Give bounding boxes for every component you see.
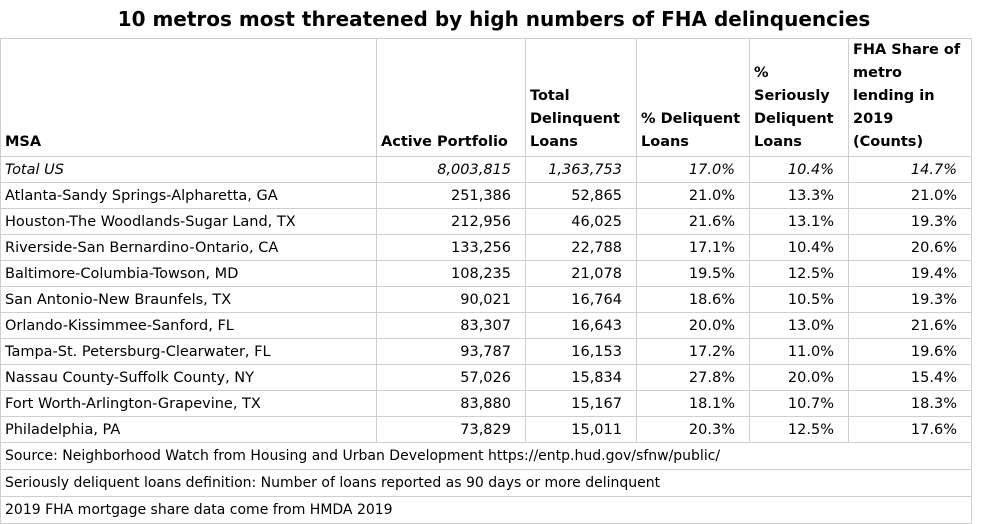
msa-name: Orlando-Kissimmee-Sanford, FL — [0, 312, 377, 339]
table-row: San Antonio-New Braunfels, TX 90,021 16,76… — [0, 286, 972, 313]
table-title: 10 metros most threatened by high number… — [117, 7, 871, 31]
header-pct-seriously-delinquent: % Seriously Deliquent Loans — [749, 38, 849, 157]
pct-delinquent: 20.0% — [636, 312, 750, 339]
fha-share: 15.4% — [848, 364, 972, 391]
active-portfolio: 133,256 — [376, 234, 526, 261]
fha-share: 19.6% — [848, 338, 972, 365]
total-delinquent: 22,788 — [525, 234, 637, 261]
pct-delinquent: 17.2% — [636, 338, 750, 365]
total-active-portfolio: 8,003,815 — [376, 156, 526, 183]
msa-name: Philadelphia, PA — [0, 416, 377, 443]
total-delinquent: 15,167 — [525, 390, 637, 417]
footnote: Source: Neighborhood Watch from Housing … — [0, 442, 972, 470]
total-label: Total US — [0, 156, 377, 183]
table-row: Fort Worth-Arlington-Grapevine, TX 83,880… — [0, 390, 972, 417]
total-pct-seriously: 10.4% — [749, 156, 849, 183]
table-row: Houston-The Woodlands-Sugar Land, TX 212,… — [0, 208, 972, 235]
msa-name: Riverside-San Bernardino-Ontario, CA — [0, 234, 377, 261]
pct-seriously-delinquent: 13.1% — [749, 208, 849, 235]
fha-share: 19.3% — [848, 286, 972, 313]
pct-delinquent: 20.3% — [636, 416, 750, 443]
active-portfolio: 90,021 — [376, 286, 526, 313]
total-pct-delinquent: 17.0% — [636, 156, 750, 183]
msa-name: Baltimore-Columbia-Towson, MD — [0, 260, 377, 287]
total-delinquent: 21,078 — [525, 260, 637, 287]
active-portfolio: 83,307 — [376, 312, 526, 339]
header-active-portfolio: Active Portfolio — [376, 38, 526, 157]
total-delinquent: 15,011 — [525, 416, 637, 443]
active-portfolio: 83,880 — [376, 390, 526, 417]
fha-delinquency-table: MSA Active Portfolio Total Delinquent Lo… — [0, 38, 972, 524]
table-row: Baltimore-Columbia-Towson, MD 108,235 21,0… — [0, 260, 972, 287]
fha-share: 20.6% — [848, 234, 972, 261]
pct-seriously-delinquent: 11.0% — [749, 338, 849, 365]
header-msa: MSA — [0, 38, 377, 157]
fha-share: 18.3% — [848, 390, 972, 417]
pct-delinquent: 21.6% — [636, 208, 750, 235]
msa-name: San Antonio-New Braunfels, TX — [0, 286, 377, 313]
total-fha-share: 14.7% — [848, 156, 972, 183]
active-portfolio: 73,829 — [376, 416, 526, 443]
total-delinquent: 46,025 — [525, 208, 637, 235]
pct-seriously-delinquent: 20.0% — [749, 364, 849, 391]
fha-share: 17.6% — [848, 416, 972, 443]
pct-seriously-delinquent: 12.5% — [749, 260, 849, 287]
total-delinquent: 16,643 — [525, 312, 637, 339]
total-delinquent: 1,363,753 — [525, 156, 637, 183]
footnote: 2019 FHA mortgage share data come from H… — [0, 496, 972, 524]
footnote-row: Source: Neighborhood Watch from Housing … — [0, 442, 972, 470]
active-portfolio: 108,235 — [376, 260, 526, 287]
msa-name: Atlanta-Sandy Springs-Alpharetta, GA — [0, 182, 377, 209]
table-row: Tampa-St. Petersburg-Clearwater, FL 93,78… — [0, 338, 972, 365]
pct-delinquent: 19.5% — [636, 260, 750, 287]
active-portfolio: 93,787 — [376, 338, 526, 365]
table-row: Riverside-San Bernardino-Ontario, CA 133,… — [0, 234, 972, 261]
msa-name: Tampa-St. Petersburg-Clearwater, FL — [0, 338, 377, 365]
header-pct-delinquent: % Deliquent Loans — [636, 38, 750, 157]
msa-name: Nassau County-Suffolk County, NY — [0, 364, 377, 391]
pct-seriously-delinquent: 10.5% — [749, 286, 849, 313]
footnote: Seriously deliquent loans definition: Nu… — [0, 469, 972, 497]
table-row: Orlando-Kissimmee-Sanford, FL 83,307 16,64… — [0, 312, 972, 339]
pct-seriously-delinquent: 13.3% — [749, 182, 849, 209]
footnote-row: 2019 FHA mortgage share data come from H… — [0, 496, 972, 524]
total-delinquent: 16,153 — [525, 338, 637, 365]
pct-delinquent: 18.1% — [636, 390, 750, 417]
active-portfolio: 251,386 — [376, 182, 526, 209]
fha-share: 21.6% — [848, 312, 972, 339]
pct-delinquent: 18.6% — [636, 286, 750, 313]
header-row: MSA Active Portfolio Total Delinquent Lo… — [0, 38, 972, 157]
active-portfolio: 57,026 — [376, 364, 526, 391]
footnote-row: Seriously deliquent loans definition: Nu… — [0, 469, 972, 497]
total-delinquent: 15,834 — [525, 364, 637, 391]
pct-seriously-delinquent: 10.7% — [749, 390, 849, 417]
fha-share: 19.4% — [848, 260, 972, 287]
fha-share: 19.3% — [848, 208, 972, 235]
header-total-delinquent: Total Delinquent Loans — [525, 38, 637, 157]
header-fha-share: FHA Share of metro lending in 2019 (Coun… — [848, 38, 972, 157]
total-row: Total US 8,003,815 1,363,753 17.0% 10.4%… — [0, 156, 972, 183]
table-row: Nassau County-Suffolk County, NY 57,026 15… — [0, 364, 972, 391]
msa-name: Fort Worth-Arlington-Grapevine, TX — [0, 390, 377, 417]
fha-share: 21.0% — [848, 182, 972, 209]
active-portfolio: 212,956 — [376, 208, 526, 235]
table-row: Philadelphia, PA 73,829 15,011 20.3% 12.5% 17… — [0, 416, 972, 443]
table-row: Atlanta-Sandy Springs-Alpharetta, GA 251,… — [0, 182, 972, 209]
total-delinquent: 16,764 — [525, 286, 637, 313]
pct-delinquent: 27.8% — [636, 364, 750, 391]
total-delinquent: 52,865 — [525, 182, 637, 209]
pct-delinquent: 21.0% — [636, 182, 750, 209]
pct-delinquent: 17.1% — [636, 234, 750, 261]
pct-seriously-delinquent: 12.5% — [749, 416, 849, 443]
pct-seriously-delinquent: 13.0% — [749, 312, 849, 339]
msa-name: Houston-The Woodlands-Sugar Land, TX — [0, 208, 377, 235]
pct-seriously-delinquent: 10.4% — [749, 234, 849, 261]
